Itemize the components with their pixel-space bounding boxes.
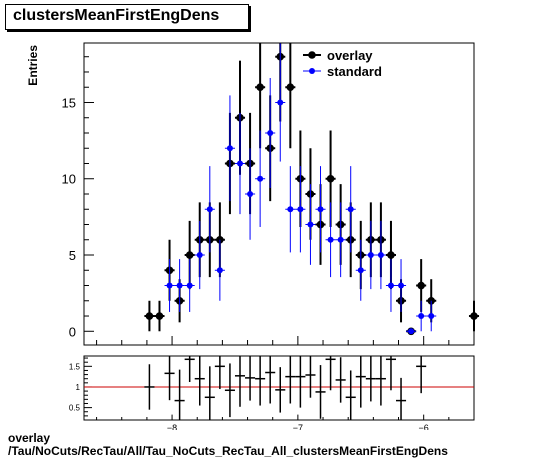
standard-point [367,252,374,259]
standard-point [398,282,405,289]
overlay-point [470,312,478,320]
standard-point [357,267,364,274]
legend-overlay-label: overlay [327,48,373,63]
standard-point [327,236,334,243]
overlay-point [256,83,264,92]
standard-point [186,282,193,289]
ratio-x-tick-label: −7 [293,423,303,430]
chart-title: clustersMeanFirstEngDens [13,7,220,24]
ratio-y-tick-label: 1 [76,383,81,392]
ratio-y-tick-label: 0.5 [69,404,81,413]
ratio-y-tick-label: 1.5 [69,362,81,371]
standard-point [176,282,183,289]
main-y-tick-label: 10 [62,172,76,187]
standard-point [428,313,435,320]
overlay-point [387,251,395,259]
legend-standard-marker [309,68,315,74]
standard-point [237,160,243,167]
standard-point [307,221,314,228]
main-y-tick-label: 5 [69,248,76,263]
overlay-point [145,312,154,320]
legend-standard-label: standard [327,64,382,79]
chart-title-box: clustersMeanFirstEngDens [5,4,249,30]
footer-caption: overlay /Tau/NoCuts/RecTau/All/Tau_NoCut… [8,432,448,458]
footer-line-1: overlay [8,431,51,445]
standard-point [166,282,173,289]
standard-point [287,206,294,213]
standard-point [216,267,223,274]
overlay-point [326,174,335,183]
standard-point [408,328,415,335]
overlay-point [286,83,295,92]
standard-point [247,191,254,197]
standard-point [277,99,284,106]
overlay-point [185,251,194,259]
ratio-x-tick-label: −8 [167,423,177,430]
main-y-tick-label: 15 [62,95,76,110]
standard-point [206,206,213,213]
ratio-plot-frame [83,355,475,421]
histogram-figure: −8−7−6clustersMeanFirstEngDens051015Entr… [26,42,480,430]
footer-line-2: /Tau/NoCuts/RecTau/All/Tau_NoCuts_RecTau… [8,444,448,458]
overlay-point [155,312,164,320]
standard-point [387,282,394,289]
standard-point [347,206,354,213]
main-y-tick-label: 0 [69,324,76,339]
standard-point [297,206,304,213]
overlay-point [417,281,425,290]
main-y-axis-label: Entries [26,45,40,86]
standard-point [317,206,324,213]
ratio-x-tick-label: −6 [419,423,429,430]
legend-overlay-marker [308,51,316,59]
standard-point [418,313,425,320]
standard-point [337,236,344,243]
standard-point [196,252,203,259]
standard-point [257,175,264,182]
main-plot-frame [83,42,475,346]
standard-point [267,129,274,136]
standard-point [226,145,233,152]
standard-point [377,252,384,259]
